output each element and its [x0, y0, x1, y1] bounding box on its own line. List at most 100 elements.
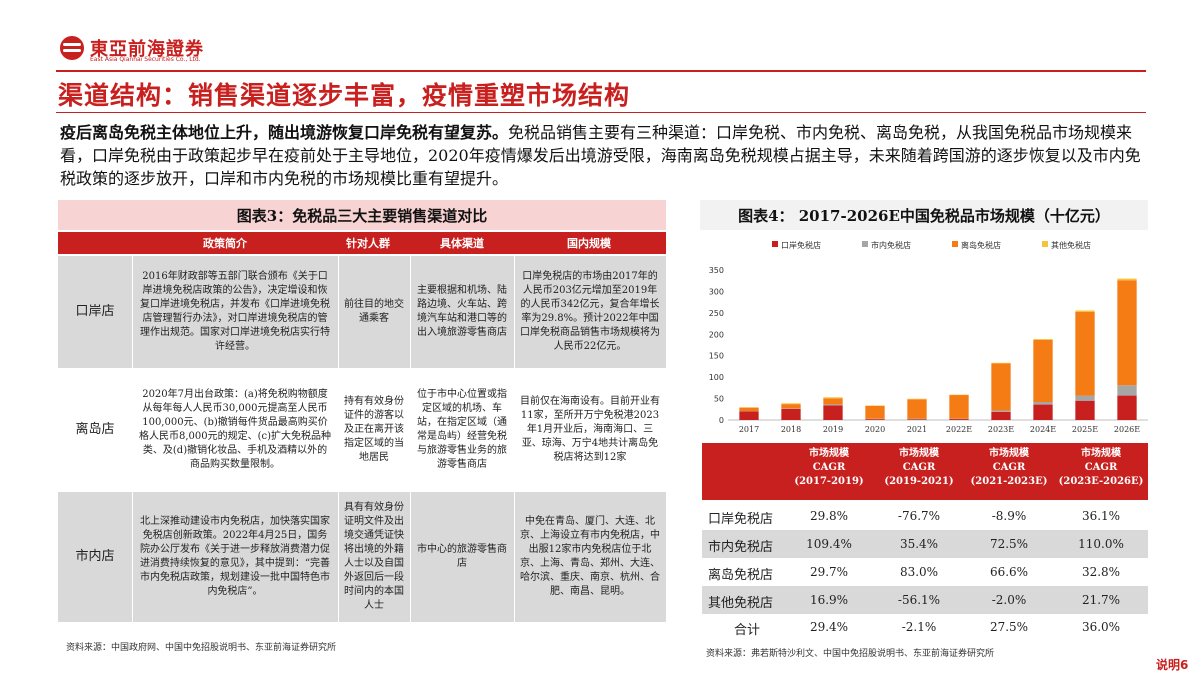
- x-tick-label: 2025E: [1072, 425, 1098, 434]
- bar-segment: [1075, 400, 1095, 420]
- legend-swatch-port: [772, 241, 778, 247]
- cagr-value: 36.0%: [1081, 620, 1121, 634]
- bar-segment: [1033, 339, 1053, 340]
- cagr-row-label: 市内免税店: [708, 540, 774, 555]
- cagr-header-3: 市场规模 CAGR (2021-2023E): [970, 448, 1048, 487]
- logo-text: 東亞前海證券: [90, 39, 204, 60]
- cagr-value: 21.7%: [1081, 593, 1121, 607]
- intro-paragraph: 疫后离岛免税主体地位上升，随出境游恢复口岸免税有望复苏。免税品销售主要有三种渠道…: [60, 121, 1150, 190]
- table3-header-scale: 国内规模: [567, 237, 611, 250]
- table3-cell-policy: 北上深推动建设市内免税店，加快落实国家免税店创新政策。2022年4月25日，国务…: [139, 516, 331, 597]
- table3-source: 资料来源：中国政府网、中国中免招股说明书、东亚前海证券研究所: [66, 643, 337, 653]
- legend-city: 市内免税店: [871, 241, 911, 250]
- bar-segment: [1075, 312, 1095, 396]
- legend-swatch-city: [862, 241, 868, 247]
- y-tick-label: 100: [709, 373, 724, 382]
- bar-segment: [1117, 395, 1137, 420]
- table3-row-label: 市内店: [75, 549, 115, 564]
- cagr-value: 27.5%: [989, 620, 1029, 634]
- bar-segment: [907, 398, 927, 400]
- cagr-header-row: [702, 443, 1148, 500]
- table3-header-channel: 具体渠道: [440, 237, 484, 250]
- cagr-value: 72.5%: [989, 537, 1029, 551]
- cagr-value: 16.9%: [809, 593, 849, 607]
- cagr-value: 66.6%: [989, 565, 1029, 579]
- cagr-row: [702, 558, 1148, 586]
- table3-row-label: 口岸店: [75, 304, 115, 319]
- cagr-header-1: 市场规模 CAGR (2017-2019): [794, 448, 864, 487]
- bar-segment: [1075, 395, 1095, 401]
- bar-segment: [907, 418, 927, 420]
- bar-segment: [991, 411, 1011, 420]
- y-tick-label: 300: [709, 287, 724, 296]
- x-tick-label: 2020: [865, 425, 885, 434]
- cagr-row-label: 其他免税店: [708, 596, 774, 611]
- cagr-value: 35.4%: [899, 537, 939, 551]
- table3-header-policy: 政策简介: [203, 237, 247, 250]
- cagr-value: 29.8%: [809, 509, 849, 523]
- table3-header-row: 政策简介 针对人群 具体渠道 国内规模: [58, 232, 666, 254]
- x-tick-label: 2021: [907, 425, 927, 434]
- cagr-row-label: 合计: [734, 623, 761, 638]
- bar-segment: [949, 395, 969, 419]
- cagr-value: 110.0%: [1078, 537, 1124, 551]
- cagr-value: -2.0%: [991, 593, 1027, 607]
- cagr-value: -56.1%: [897, 593, 941, 607]
- cagr-row: [702, 586, 1148, 614]
- bar-segment: [1033, 404, 1053, 420]
- bar-segment: [907, 419, 927, 420]
- bar-segment: [1117, 278, 1137, 281]
- bar-segment: [739, 411, 759, 420]
- x-tick-label: 2024E: [1030, 425, 1056, 434]
- bar-segment: [865, 419, 885, 420]
- table3-row: [58, 492, 666, 622]
- legend-island: 离岛免税店: [961, 241, 1001, 250]
- page-title: 渠道结构：销售渠道逐步丰富，疫情重塑市场结构: [58, 81, 631, 110]
- cagr-header-2: 市场规模 CAGR (2019-2021): [884, 448, 954, 487]
- cagr-value: -76.7%: [897, 509, 941, 523]
- x-tick-label: 2023E: [988, 425, 1014, 434]
- chart4-plot: 0 50 100 150 200 250 300 350 2017 2018 2019 2020 202…: [709, 266, 1148, 434]
- cagr-row: [702, 530, 1148, 558]
- x-tick-label: 2018: [781, 425, 801, 434]
- table3-cell-channel: 主要根据和机场、陆路边境、火车站、跨境汽车站和港口等的出入境旅游零售商店: [417, 285, 507, 338]
- table3-header-target: 针对人群: [346, 237, 390, 250]
- logo-subtitle: East Asia Qianhai Securities Co., Ltd.: [90, 56, 201, 63]
- cagr-row-total: [702, 614, 1148, 642]
- bar-segment: [823, 398, 843, 405]
- bar-segment: [1117, 280, 1137, 386]
- bar-segment: [781, 403, 801, 405]
- table3-title-bar: [58, 200, 666, 230]
- cagr-row: [702, 502, 1148, 530]
- page-number: 说明6: [1156, 658, 1189, 672]
- table3-cell-policy: 2020年7月出台政策：(a)将免税购物额度从每年每人人民币30,000元提高至…: [138, 389, 332, 470]
- table3-divider: [410, 256, 411, 622]
- table3-cell-scale: 目前仅在海南设有。目前开业有11家，至所开万宁免税港2023年1月开业后，海南海…: [520, 396, 660, 463]
- table3-row: [58, 370, 666, 490]
- bar-segment: [1117, 385, 1137, 396]
- chart4-source: 资料来源：弗若斯特沙利文、中国中免招股说明书、东亚前海证券研究所: [706, 649, 995, 659]
- cagr-value: 32.8%: [1081, 565, 1121, 579]
- table3-divider: [514, 256, 515, 622]
- bar-segment: [823, 404, 843, 406]
- cagr-value: 83.0%: [899, 565, 939, 579]
- intro-bold: 疫后离岛免税主体地位上升，随出境游恢复口岸免税有望复苏。: [60, 123, 509, 142]
- legend-swatch-other: [1042, 241, 1048, 247]
- table3-title: 图表3：免税品三大主要销售渠道对比: [236, 207, 488, 225]
- bar-segment: [865, 405, 885, 419]
- bar-segment: [823, 405, 843, 420]
- bar-segment: [781, 408, 801, 420]
- y-tick-label: 50: [714, 395, 724, 404]
- y-tick-label: 200: [709, 330, 724, 339]
- bar-segment: [1075, 310, 1095, 312]
- bar-segment: [907, 399, 927, 419]
- table3-cell-target: 具有有效身份证明文件及出境交通凭证快将出境的外籍人士以及自国外返回后一段时间内的…: [344, 502, 404, 611]
- y-tick-label: 350: [709, 266, 724, 275]
- intro-text: 免税品销售主要有三种渠道：口岸免税、市内免税、离岛免税，从我国免税品市场规模来看…: [60, 123, 1141, 188]
- table3-divider: [338, 256, 339, 622]
- cagr-row-label: 离岛免税店: [708, 568, 774, 583]
- bar-segment: [823, 397, 843, 399]
- table3-row: [58, 256, 666, 368]
- table3-cell-policy: 2016年财政部等五部门联合颁布《关于口岸进境免税店政策的公告》，决定增设和恢复…: [140, 271, 330, 352]
- table3-cell-scale: 口岸免税店的市场由2017年的人民币203亿元增加至2019年的人民币342亿元…: [520, 271, 660, 352]
